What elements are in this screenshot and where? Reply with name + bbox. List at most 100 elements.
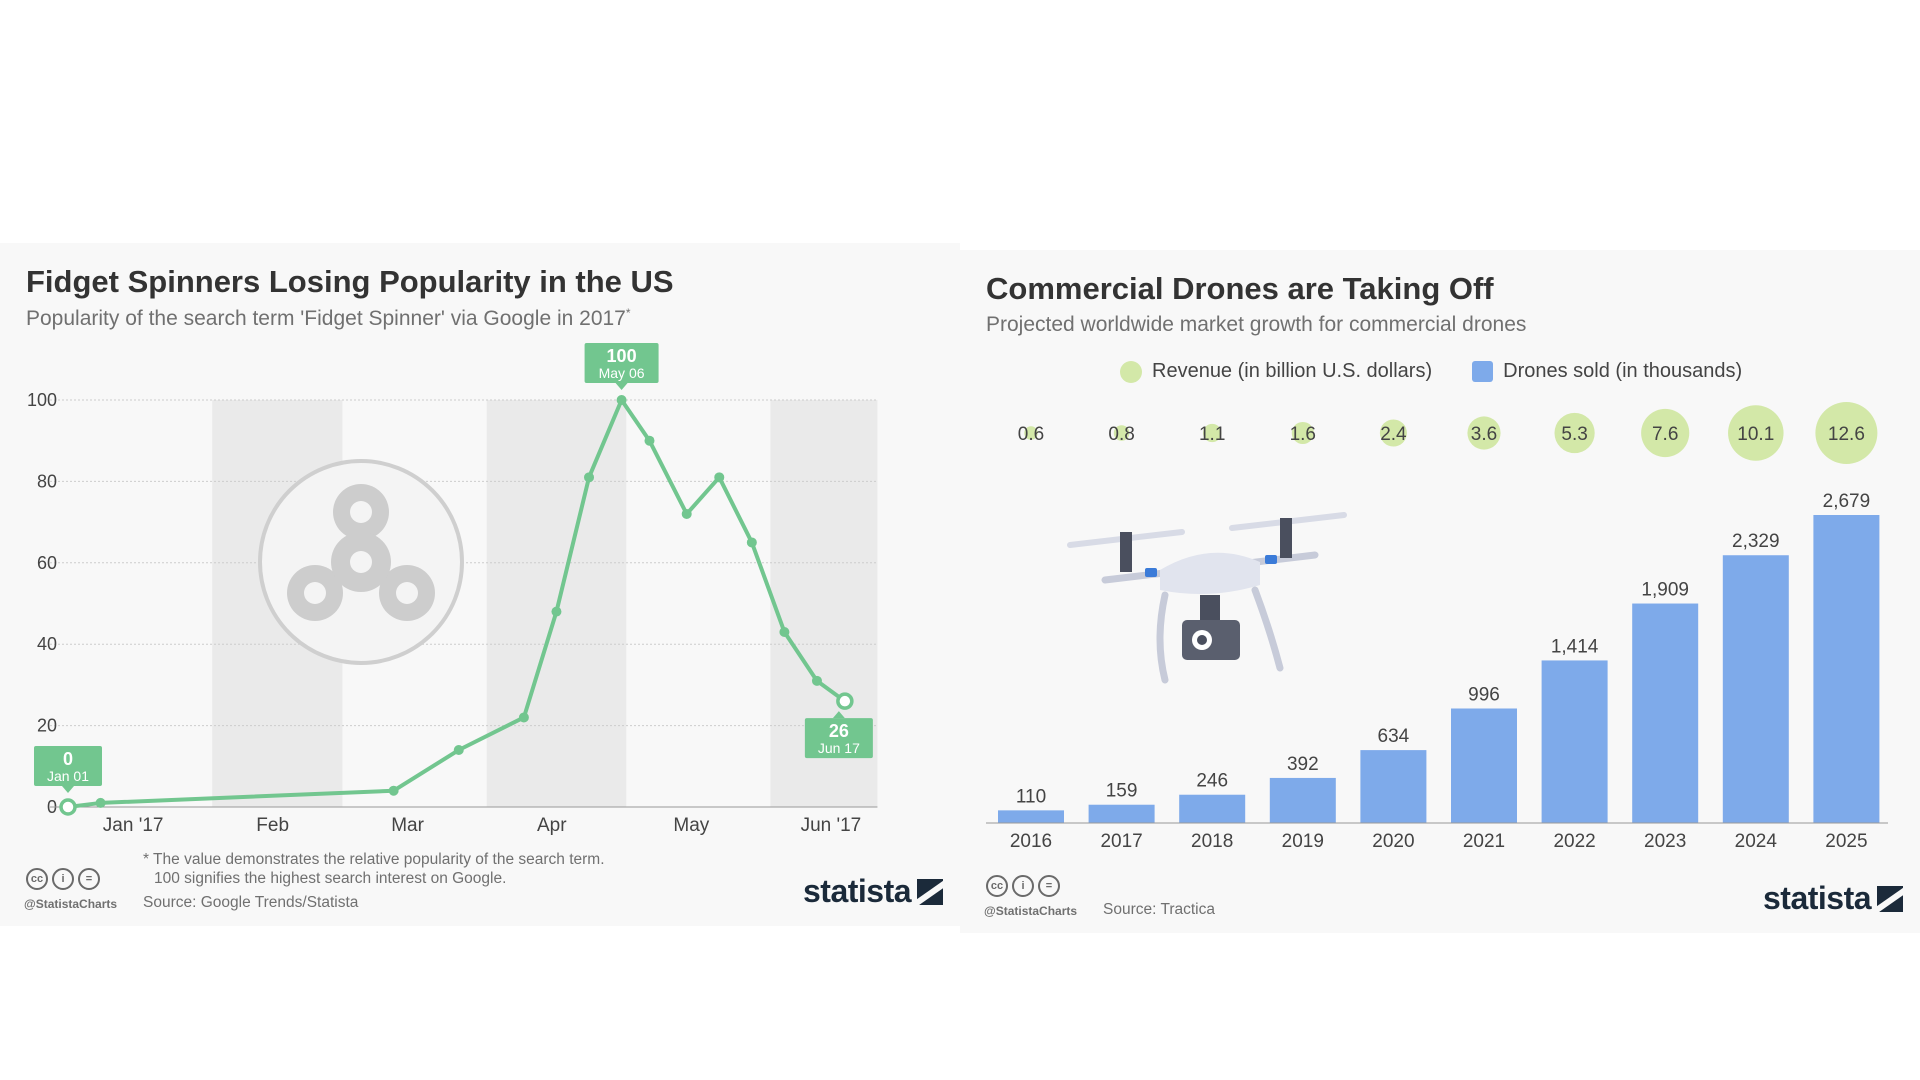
bar-value-label: 246 bbox=[1196, 771, 1228, 792]
logo-text: statista bbox=[1763, 880, 1872, 916]
data-point bbox=[388, 785, 399, 796]
spinner-hole bbox=[396, 582, 418, 604]
revenue-label: 0.8 bbox=[1108, 424, 1134, 445]
revenue-label: 5.3 bbox=[1561, 424, 1587, 445]
y-tick-label: 60 bbox=[37, 553, 57, 573]
footnote-mark: * bbox=[625, 306, 631, 320]
bar-chart: 0.6 0.8 1.1 1.6 2.4 3.6 5.3 7.6 10.1 12.6 110 2016 1… bbox=[986, 402, 1888, 852]
x-tick-label: 2016 bbox=[1010, 831, 1052, 852]
annotation-value: 0 bbox=[63, 749, 73, 769]
revenue-label: 1.1 bbox=[1199, 424, 1225, 445]
data-point bbox=[746, 537, 757, 548]
bar bbox=[1722, 555, 1789, 823]
bar-value-label: 1,414 bbox=[1551, 636, 1599, 657]
bar bbox=[1451, 708, 1517, 823]
annotation-date: May 06 bbox=[599, 365, 645, 381]
revenue-bubble bbox=[1291, 421, 1314, 445]
data-point bbox=[518, 712, 529, 723]
annotation-date: Jun 17 bbox=[818, 740, 860, 756]
data-point bbox=[551, 606, 562, 617]
revenue-bubble bbox=[1113, 425, 1130, 441]
license-icons: cc i = bbox=[26, 868, 100, 890]
revenue-bubble bbox=[1815, 402, 1878, 464]
chart-subtitle: Popularity of the search term 'Fidget Sp… bbox=[26, 306, 631, 331]
social-handle: @StatistaCharts bbox=[24, 897, 118, 911]
data-point bbox=[95, 797, 106, 808]
person-icon: i bbox=[52, 868, 74, 890]
chart-title: Commercial Drones are Taking Off bbox=[986, 271, 1494, 306]
data-point bbox=[811, 675, 822, 686]
chart-legend: Revenue (in billion U.S. dollars) Drones… bbox=[1120, 360, 1742, 383]
revenue-label: 3.6 bbox=[1471, 424, 1497, 445]
revenue-bubble bbox=[1641, 408, 1690, 458]
fidget-chart-panel: Fidget Spinners Losing Popularity in the… bbox=[0, 243, 960, 926]
data-point bbox=[616, 395, 627, 405]
chart-title: Fidget Spinners Losing Popularity in the… bbox=[26, 264, 674, 299]
x-tick-label: 2022 bbox=[1553, 831, 1595, 852]
bar bbox=[1179, 794, 1246, 823]
statista-logo: statista bbox=[1763, 880, 1904, 917]
equals-icon: = bbox=[1038, 875, 1060, 897]
spinner-hole bbox=[304, 582, 326, 604]
drone-gimbal bbox=[1200, 595, 1220, 625]
revenue-bubble bbox=[1203, 423, 1222, 443]
revenue-label: 7.6 bbox=[1652, 424, 1678, 445]
equals-icon: = bbox=[78, 868, 100, 890]
x-tick-label: May bbox=[673, 815, 709, 836]
drone-lens-inner bbox=[1197, 635, 1207, 645]
x-tick-label: Jan '17 bbox=[103, 815, 164, 836]
bar bbox=[1813, 515, 1880, 823]
x-tick-label: 2018 bbox=[1191, 831, 1233, 852]
license-icons: cc i = bbox=[986, 875, 1060, 897]
annotation-value: 26 bbox=[829, 721, 849, 741]
bar-value-label: 159 bbox=[1106, 781, 1138, 802]
drone-body bbox=[1160, 552, 1260, 594]
revenue-bubble bbox=[1554, 412, 1595, 454]
fidget-spinner-icon bbox=[258, 459, 464, 665]
x-tick-label: 2025 bbox=[1825, 831, 1867, 852]
logo-text: statista bbox=[803, 873, 912, 909]
annotation-value: 100 bbox=[607, 346, 637, 366]
bar-value-label: 634 bbox=[1378, 726, 1410, 747]
bar-value-label: 2,679 bbox=[1823, 491, 1871, 512]
drone-light bbox=[1145, 568, 1157, 577]
y-tick-label: 80 bbox=[37, 471, 57, 491]
logo-mark-icon bbox=[1877, 885, 1904, 912]
x-tick-label: 2023 bbox=[1644, 831, 1686, 852]
logo-mark-icon bbox=[917, 878, 944, 905]
revenue-label: 1.6 bbox=[1290, 424, 1316, 445]
bar bbox=[1269, 777, 1336, 823]
callout-pointer bbox=[62, 786, 74, 793]
spinner-hole bbox=[350, 551, 372, 573]
bar bbox=[1632, 603, 1699, 823]
data-point bbox=[714, 472, 725, 483]
callout-box bbox=[34, 746, 102, 786]
legend-item-drones-sold: Drones sold (in thousands) bbox=[1472, 360, 1742, 383]
data-point bbox=[584, 472, 595, 483]
bar-value-label: 2,329 bbox=[1732, 531, 1780, 552]
data-point-endpoint bbox=[59, 798, 77, 816]
cc-icon: cc bbox=[986, 875, 1008, 897]
x-tick-label: Feb bbox=[256, 815, 289, 836]
revenue-bubble bbox=[1024, 426, 1038, 440]
callout-pointer bbox=[832, 711, 845, 719]
revenue-label: 2.4 bbox=[1380, 424, 1407, 445]
legend-item-revenue: Revenue (in billion U.S. dollars) bbox=[1120, 360, 1432, 383]
legend-label: Drones sold (in thousands) bbox=[1503, 360, 1743, 382]
drone-light bbox=[1265, 555, 1277, 564]
x-tick-label: 2024 bbox=[1735, 831, 1778, 852]
x-tick-label: Apr bbox=[537, 815, 567, 836]
y-tick-label: 20 bbox=[37, 716, 57, 736]
data-point bbox=[779, 626, 790, 637]
y-tick-label: 100 bbox=[27, 390, 57, 410]
callout-box bbox=[804, 718, 873, 759]
revenue-bubble bbox=[1379, 419, 1407, 447]
source-text: Source: Tractica bbox=[1103, 901, 1215, 918]
data-point bbox=[681, 508, 692, 519]
bar-value-label: 996 bbox=[1468, 684, 1500, 705]
spinner-hole bbox=[350, 501, 372, 523]
x-tick-label: 2020 bbox=[1372, 831, 1414, 852]
x-tick-label: Jun '17 bbox=[801, 815, 862, 836]
